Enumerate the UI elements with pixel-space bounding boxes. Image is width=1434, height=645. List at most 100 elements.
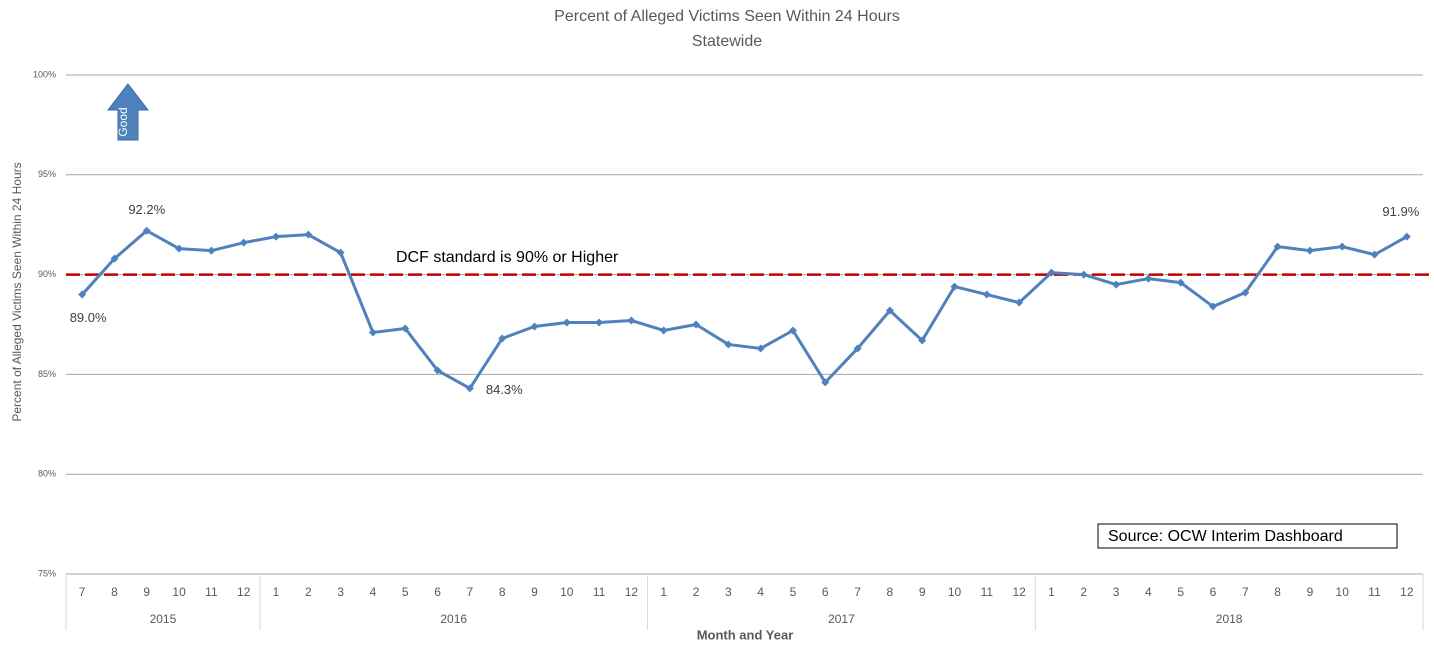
data-point	[724, 340, 733, 349]
chart-title: Percent of Alleged Victims Seen Within 2…	[554, 8, 900, 25]
x-tick-label: 3	[1113, 585, 1120, 599]
data-point	[756, 344, 765, 353]
data-point	[1305, 246, 1314, 255]
data-point	[433, 366, 442, 375]
data-point	[659, 326, 668, 335]
x-tick-label: 10	[172, 585, 186, 599]
y-tick-label: 75%	[38, 568, 56, 578]
x-tick-label: 1	[1048, 585, 1055, 599]
data-point	[368, 328, 377, 337]
data-point	[1176, 278, 1185, 287]
x-tick-label: 2	[693, 585, 700, 599]
x-tick-label: 8	[111, 585, 118, 599]
data-point	[1112, 280, 1121, 289]
data-point	[1241, 288, 1250, 297]
data-point	[336, 248, 345, 257]
data-point	[530, 322, 539, 331]
x-tick-label: 9	[1307, 585, 1314, 599]
y-tick-label: 95%	[38, 169, 56, 179]
x-tick-label: 1	[660, 585, 667, 599]
x-tick-label: 7	[79, 585, 86, 599]
x-tick-label: 12	[1400, 585, 1414, 599]
x-tick-label: 3	[725, 585, 732, 599]
data-point	[498, 334, 507, 343]
data-point	[78, 290, 87, 299]
data-point	[885, 306, 894, 315]
x-tick-label: 3	[337, 585, 344, 599]
y-axis-label: Percent of Alleged Victims Seen Within 2…	[10, 162, 24, 421]
x-tick-label: 4	[370, 585, 377, 599]
data-point	[595, 318, 604, 327]
data-point	[1015, 298, 1024, 307]
x-tick-label: 11	[205, 585, 218, 599]
x-tick-label: 9	[531, 585, 538, 599]
data-point	[401, 324, 410, 333]
x-tick-label: 8	[887, 585, 894, 599]
x-tick-label: 12	[237, 585, 251, 599]
x-tick-label: 11	[981, 585, 994, 599]
x-tick-label: 7	[467, 585, 474, 599]
data-point	[142, 226, 151, 235]
data-label: 91.9%	[1382, 204, 1419, 219]
x-tick-label: 11	[1368, 585, 1381, 599]
data-point	[918, 336, 927, 345]
data-point	[982, 290, 991, 299]
x-tick-label: 2	[305, 585, 312, 599]
x-tick-label: 5	[790, 585, 797, 599]
x-tick-label: 7	[854, 585, 861, 599]
data-point	[1273, 242, 1282, 251]
data-label: 84.3%	[486, 382, 523, 397]
y-tick-label: 80%	[38, 469, 56, 479]
chart-subtitle: Statewide	[692, 33, 762, 50]
x-tick-label: 5	[402, 585, 409, 599]
data-label: 92.2%	[128, 202, 165, 217]
x-tick-label: 4	[1145, 585, 1152, 599]
data-point	[627, 316, 636, 325]
x-tick-label: 8	[499, 585, 506, 599]
data-point	[1047, 268, 1056, 277]
reference-label: DCF standard is 90% or Higher	[396, 249, 619, 266]
data-point	[239, 238, 248, 247]
x-tick-label: 2	[1080, 585, 1087, 599]
x-tick-label: 10	[1336, 585, 1350, 599]
group-label: 2018	[1216, 612, 1243, 626]
source-label: Source: OCW Interim Dashboard	[1108, 528, 1343, 545]
source-box	[1097, 523, 1398, 549]
y-tick-label: 90%	[38, 269, 56, 279]
x-tick-label: 11	[593, 585, 606, 599]
x-tick-label: 12	[1012, 585, 1026, 599]
data-point	[1402, 232, 1411, 241]
data-label: 89.0%	[70, 310, 107, 325]
data-point	[1079, 270, 1088, 279]
x-axis-label: Month and Year	[697, 627, 794, 642]
data-point	[788, 326, 797, 335]
data-point	[304, 230, 313, 239]
data-point	[1144, 274, 1153, 283]
data-point	[692, 320, 701, 329]
x-tick-label: 4	[757, 585, 764, 599]
x-tick-label: 12	[625, 585, 639, 599]
group-label: 2017	[828, 612, 855, 626]
data-point	[272, 232, 281, 241]
x-tick-label: 1	[273, 585, 280, 599]
data-point	[207, 246, 216, 255]
data-point	[110, 254, 119, 263]
x-tick-label: 9	[143, 585, 150, 599]
good-arrow	[106, 83, 150, 141]
group-label: 2016	[440, 612, 467, 626]
data-point	[1338, 242, 1347, 251]
x-tick-label: 5	[1177, 585, 1184, 599]
data-point	[821, 378, 830, 387]
data-point	[1370, 250, 1379, 259]
series-line	[81, 228, 1408, 391]
group-label: 2015	[150, 612, 177, 626]
good-label: Good	[116, 107, 130, 136]
data-point	[562, 318, 571, 327]
x-tick-label: 6	[822, 585, 829, 599]
x-tick-label: 8	[1274, 585, 1281, 599]
data-point	[853, 344, 862, 353]
x-tick-label: 6	[434, 585, 441, 599]
data-point	[465, 384, 474, 393]
y-tick-label: 100%	[33, 69, 56, 79]
